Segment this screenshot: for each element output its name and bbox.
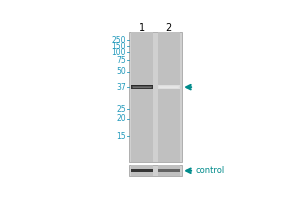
Bar	[158, 85, 180, 89]
Bar	[132, 86, 152, 88]
Bar	[158, 32, 180, 162]
Text: 250: 250	[111, 36, 126, 45]
Text: 75: 75	[116, 56, 126, 65]
Text: 2: 2	[166, 23, 172, 33]
Bar	[159, 86, 179, 88]
Text: 37: 37	[116, 83, 126, 92]
Bar	[133, 86, 152, 88]
Text: 25: 25	[116, 105, 126, 114]
Bar	[158, 165, 180, 176]
Bar	[160, 87, 178, 88]
Text: control: control	[196, 166, 225, 175]
Bar	[131, 169, 153, 172]
Bar	[158, 169, 180, 172]
Bar	[131, 85, 153, 89]
Bar	[132, 86, 152, 88]
Text: 15: 15	[116, 132, 126, 141]
Text: 100: 100	[111, 48, 126, 57]
Text: 20: 20	[116, 114, 126, 123]
Bar	[133, 87, 151, 88]
Bar	[158, 86, 180, 89]
Bar	[131, 165, 153, 176]
Bar	[134, 87, 151, 88]
Bar	[129, 165, 182, 176]
Text: 1: 1	[139, 23, 145, 33]
Bar	[158, 86, 179, 88]
Bar	[160, 87, 178, 88]
Text: 50: 50	[116, 67, 126, 76]
Bar	[129, 32, 182, 162]
Bar	[159, 86, 178, 88]
Text: 150: 150	[111, 42, 126, 51]
Bar	[131, 86, 153, 89]
Bar	[131, 32, 153, 162]
